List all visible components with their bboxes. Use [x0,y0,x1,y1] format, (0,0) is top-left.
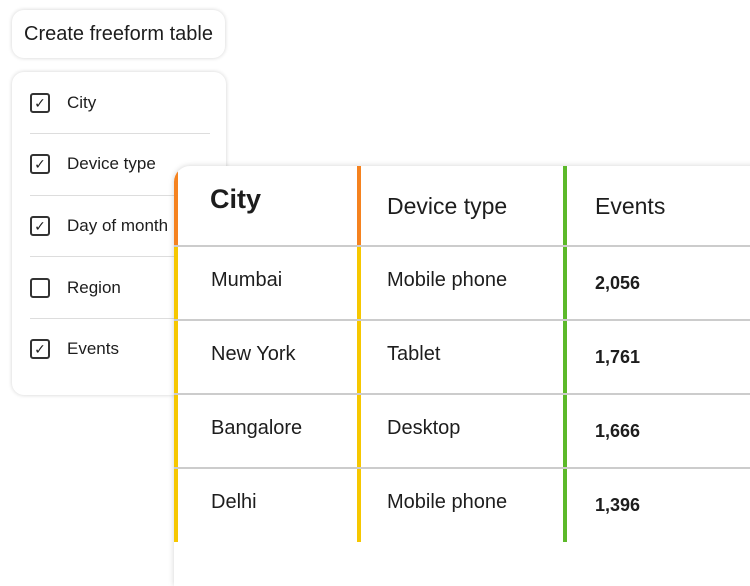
option-city[interactable]: ✓ City [30,72,210,134]
row-divider [174,319,750,321]
table-cell: Mumbai [211,268,283,291]
table-cell: 1,396 [595,494,641,515]
table-cell: Desktop [387,416,461,439]
table-cell: Mobile phone [387,490,508,513]
option-device-type[interactable]: ✓ Device type [30,134,210,196]
row-divider [174,393,750,395]
freeform-table: City Device type Events Mumbai Mobile phone 2… [174,166,750,586]
table-cell: Delhi [211,490,257,513]
table-cell: Bangalore [211,416,303,439]
row-divider [174,245,750,247]
table-cell: 1,666 [595,420,641,441]
option-label: Day of month [67,215,169,235]
table-cell: 2,056 [595,272,641,293]
option-label: City [67,92,97,112]
table-cell: Mobile phone [387,268,508,291]
checkbox-icon[interactable]: ✓ [30,92,50,113]
option-label: Events [67,339,119,359]
option-day-of-month[interactable]: ✓ Day of month [30,195,210,258]
checkbox-icon[interactable]: ✓ [30,215,50,236]
table-cell: Tablet [387,342,441,365]
column-header[interactable]: Events [595,192,666,219]
row-divider [174,467,750,469]
create-freeform-table-button[interactable]: Create freeform table [12,10,225,58]
checkbox-icon[interactable]: ✓ [30,154,50,175]
column-header[interactable]: Device type [387,192,508,219]
option-events[interactable]: ✓ Events [30,319,210,380]
option-label: Region [67,277,121,297]
column-color-bar [563,166,567,246]
checkbox-icon[interactable]: ✓ [30,339,50,360]
column-color-bar [174,166,178,246]
checkbox-icon[interactable] [30,277,50,298]
column-header[interactable]: City [210,183,262,214]
table-cell: 1,761 [595,346,641,367]
option-region[interactable]: Region [30,257,210,320]
table-cell: New York [211,342,296,365]
option-label: Device type [67,154,156,174]
column-color-bar [357,166,361,246]
